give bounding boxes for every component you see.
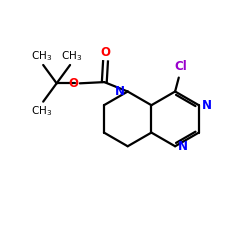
Text: Cl: Cl xyxy=(175,60,188,73)
Text: N: N xyxy=(115,85,125,98)
Text: N: N xyxy=(202,99,212,112)
Text: CH$_3$: CH$_3$ xyxy=(61,49,82,62)
Text: CH$_3$: CH$_3$ xyxy=(31,49,52,62)
Text: O: O xyxy=(69,77,79,90)
Text: CH$_3$: CH$_3$ xyxy=(31,104,52,118)
Text: N: N xyxy=(178,140,188,153)
Text: O: O xyxy=(100,46,110,59)
